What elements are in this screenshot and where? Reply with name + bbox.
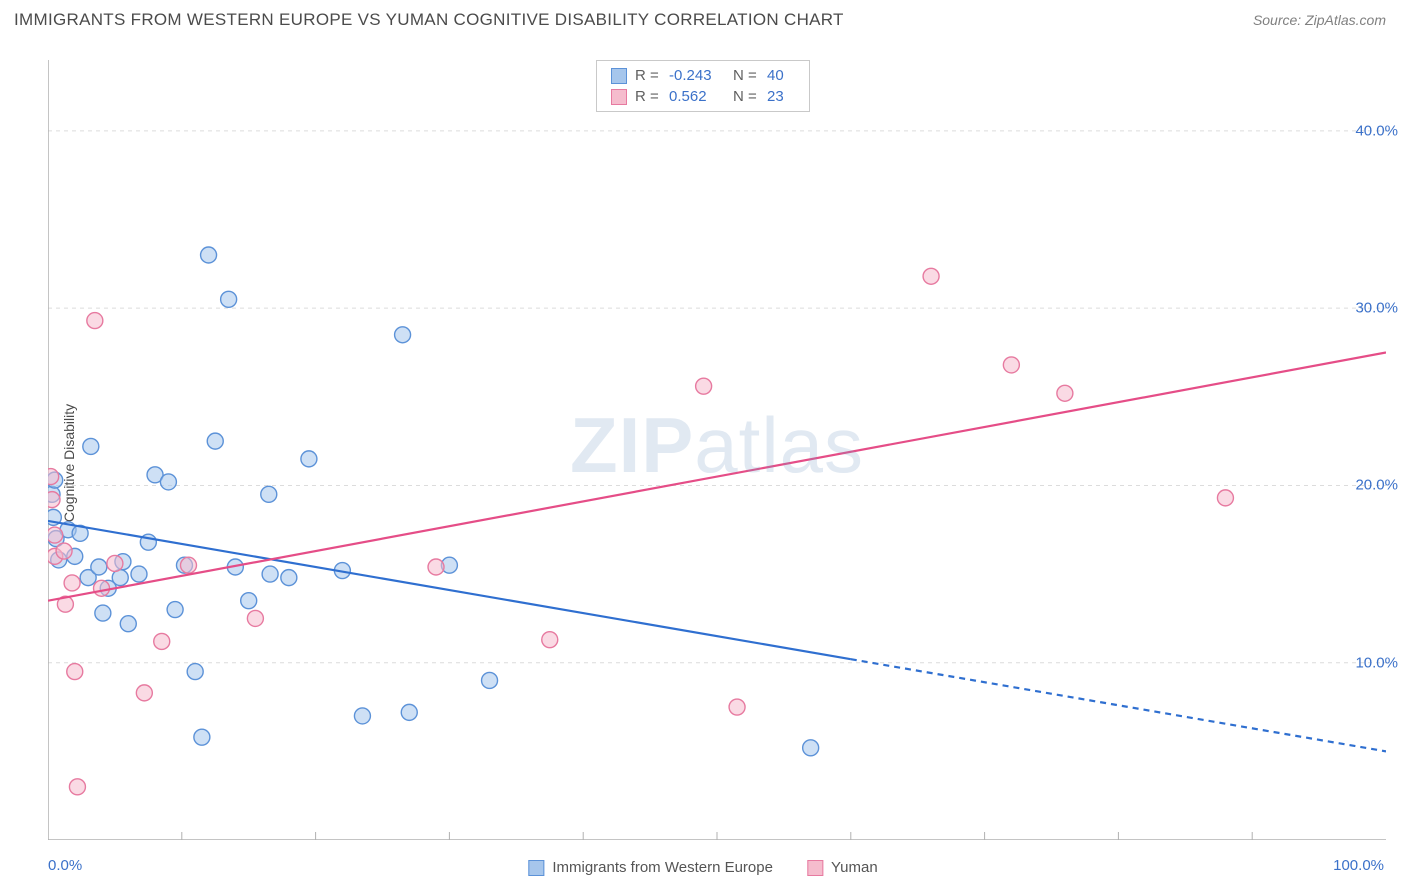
x-tick-left: 0.0% bbox=[48, 857, 82, 874]
bottom-label-0: Immigrants from Western Europe bbox=[552, 859, 773, 876]
y-tick-label: 20.0% bbox=[1355, 477, 1398, 494]
chart-title: IMMIGRANTS FROM WESTERN EUROPE VS YUMAN … bbox=[14, 10, 844, 30]
r-label-0: R = bbox=[635, 67, 661, 84]
y-tick-label: 10.0% bbox=[1355, 654, 1398, 671]
bottom-legend-item-1: Yuman bbox=[807, 859, 878, 876]
chart-container: Cognitive Disability ZIPatlas 10.0%20.0%… bbox=[0, 38, 1406, 888]
n-value-1: 23 bbox=[767, 88, 795, 105]
bottom-swatch-1 bbox=[807, 860, 823, 876]
legend-swatch-0 bbox=[611, 68, 627, 84]
bottom-label-1: Yuman bbox=[831, 859, 878, 876]
r-label-1: R = bbox=[635, 88, 661, 105]
y-tick-label: 40.0% bbox=[1355, 122, 1398, 139]
scatter-svg bbox=[48, 60, 1386, 840]
bottom-legend-item-0: Immigrants from Western Europe bbox=[528, 859, 773, 876]
chart-header: IMMIGRANTS FROM WESTERN EUROPE VS YUMAN … bbox=[0, 0, 1406, 38]
legend-swatch-1 bbox=[611, 89, 627, 105]
r-value-1: 0.562 bbox=[669, 88, 725, 105]
n-label-1: N = bbox=[733, 88, 759, 105]
plot-area: ZIPatlas bbox=[48, 60, 1386, 840]
x-tick-right: 100.0% bbox=[1333, 857, 1384, 874]
bottom-swatch-0 bbox=[528, 860, 544, 876]
correlation-legend: R = -0.243 N = 40 R = 0.562 N = 23 bbox=[596, 60, 810, 112]
y-tick-label: 30.0% bbox=[1355, 300, 1398, 317]
legend-row-series-1: R = 0.562 N = 23 bbox=[597, 86, 809, 107]
x-axis-legend: Immigrants from Western Europe Yuman bbox=[528, 859, 877, 876]
n-label-0: N = bbox=[733, 67, 759, 84]
source-attribution: Source: ZipAtlas.com bbox=[1253, 12, 1386, 28]
legend-row-series-0: R = -0.243 N = 40 bbox=[597, 65, 809, 86]
r-value-0: -0.243 bbox=[669, 67, 725, 84]
n-value-0: 40 bbox=[767, 67, 795, 84]
